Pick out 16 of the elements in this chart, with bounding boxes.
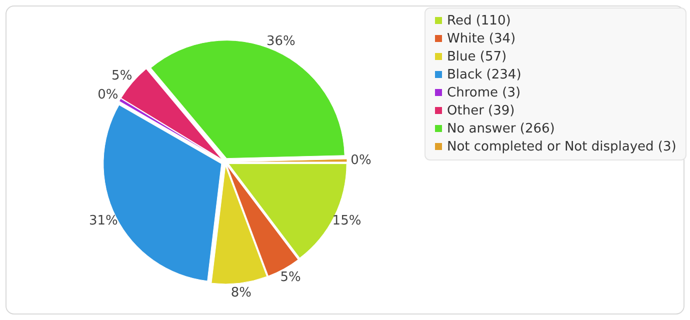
data-label: 8%	[230, 286, 252, 301]
legend-label: No answer (266)	[447, 122, 555, 137]
data-label: 5%	[280, 270, 301, 286]
legend-label: Chrome (3)	[447, 86, 521, 101]
data-label: 5%	[112, 68, 132, 84]
legend-label: Black (234)	[447, 68, 522, 83]
legend-label: Not completed or Not displayed (3)	[447, 140, 676, 155]
data-label: 0%	[98, 87, 118, 102]
legend-label: Other (39)	[447, 104, 515, 119]
data-label: 0%	[350, 152, 372, 168]
data-label: 15%	[332, 213, 362, 228]
data-label: 36%	[266, 34, 296, 50]
data-label: 31%	[88, 214, 118, 229]
legend-label: White (34)	[447, 32, 516, 47]
legend-label: Red (110)	[447, 14, 511, 29]
legend-label: Blue (57)	[447, 50, 507, 65]
